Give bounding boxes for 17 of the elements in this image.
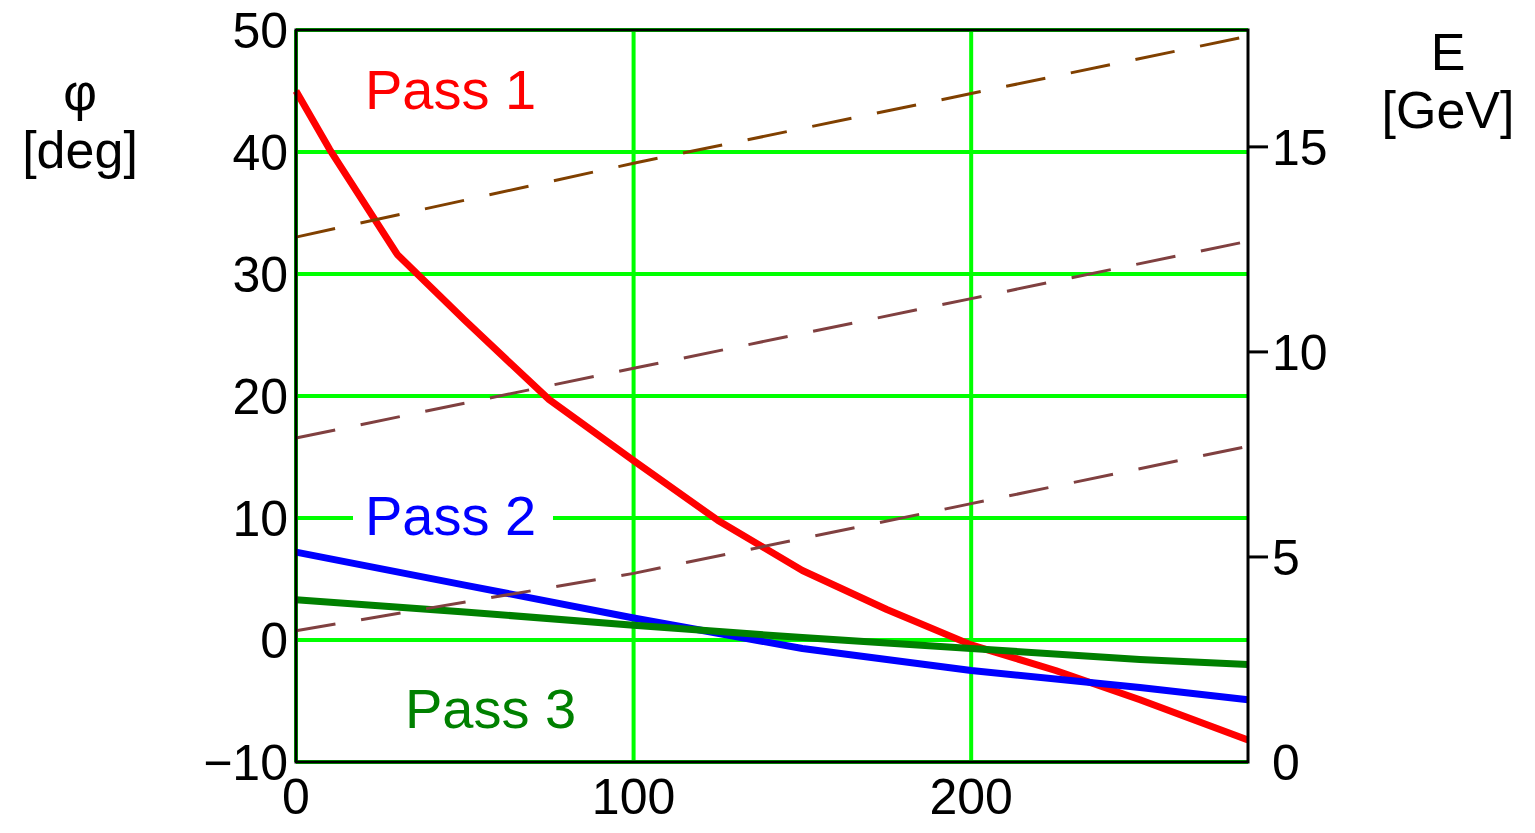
y2-tick-label: 15 (1272, 119, 1328, 176)
x-tick-label: 100 (591, 769, 676, 825)
x-tick-label: 200 (929, 769, 1013, 825)
series-label: Pass 2 (365, 484, 537, 548)
y2-tick-label: 0 (1272, 735, 1300, 791)
y-tick-label: 30 (232, 247, 288, 303)
y-tick-label: 0 (260, 613, 288, 669)
y-tick-label: 20 (232, 369, 288, 425)
y-tick-label: 50 (232, 3, 288, 59)
series-label: Pass 3 (405, 676, 577, 740)
y-tick-label: 10 (232, 491, 288, 547)
y2-tick-label: 5 (1272, 529, 1300, 586)
y2-axis-title: E [GeV] (1381, 23, 1515, 139)
y-tick-label: 40 (232, 125, 288, 181)
y-axis-title: φ [deg] (22, 63, 138, 179)
series-label: Pass 1 (365, 58, 537, 121)
y2-tick-label: 10 (1272, 324, 1328, 381)
